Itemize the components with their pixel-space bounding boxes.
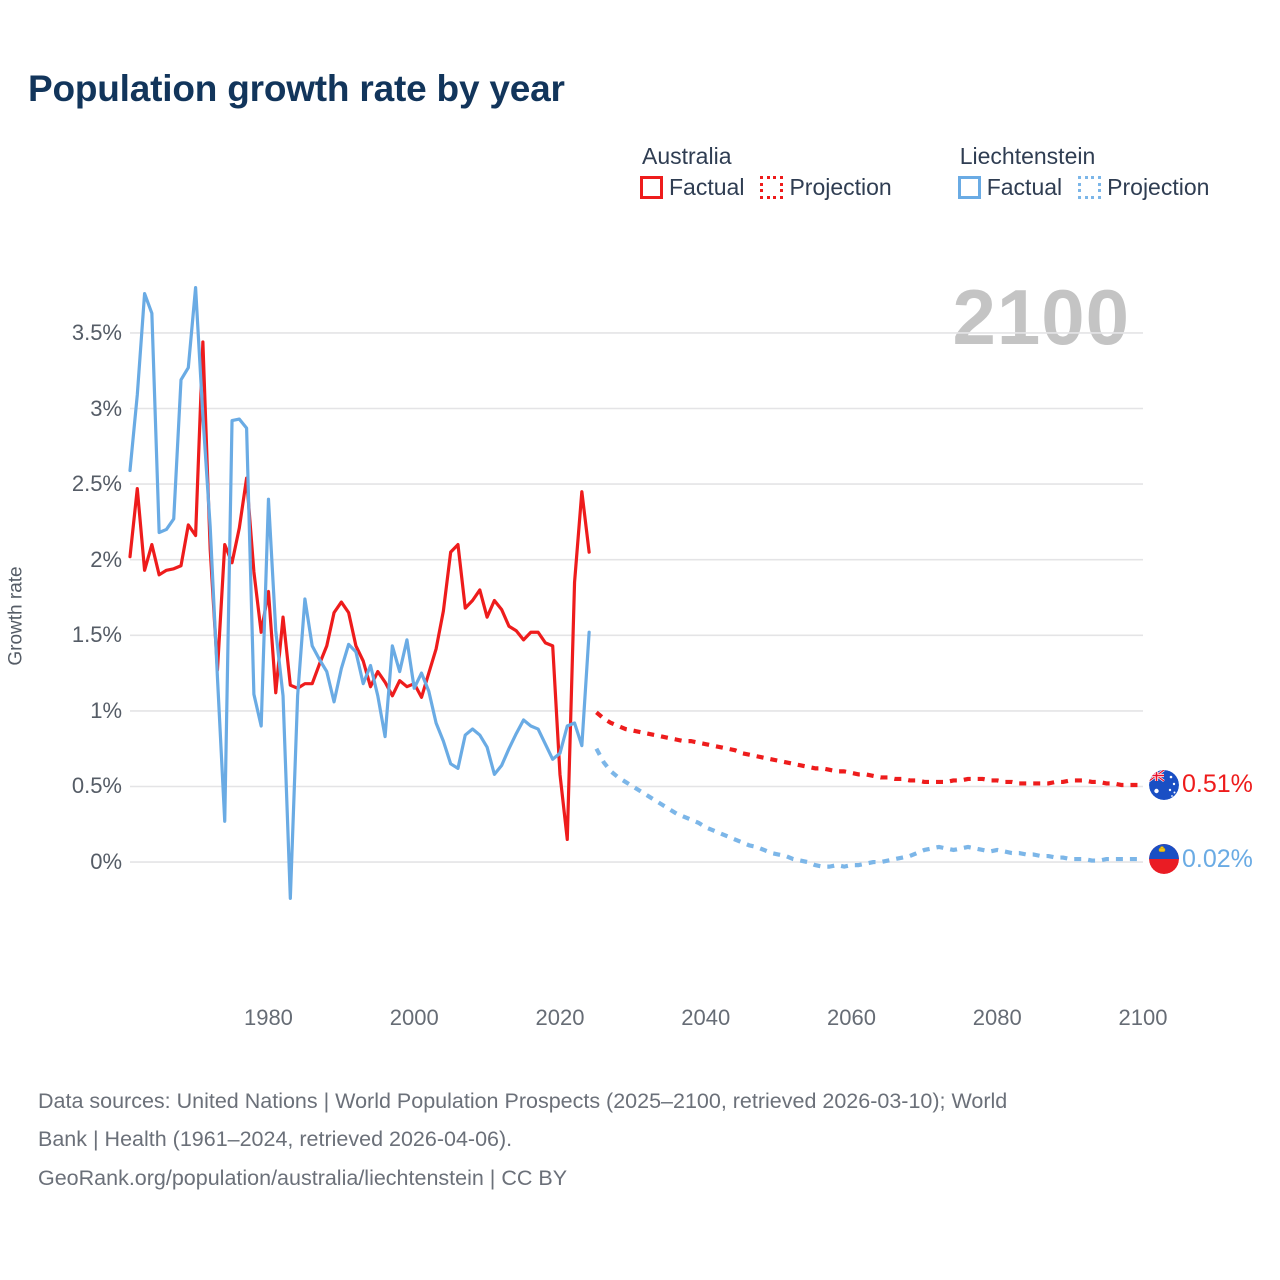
y-tick-label: 2.5%: [71, 471, 122, 497]
legend-label-australia-factual: Factual: [669, 174, 745, 200]
y-tick-label: 3%: [90, 395, 122, 421]
y-tick-label: 3.5%: [71, 319, 122, 345]
legend-label-liechtenstein-projection: Projection: [1107, 174, 1210, 200]
series-australia-projection: [595, 710, 1143, 788]
legend-swatch-solid-blue-icon: [957, 176, 981, 199]
legend-swatch-solid-red-icon: [640, 176, 663, 199]
x-tick-label: 2060: [827, 1005, 876, 1030]
legend-swatch-dotted-red-icon: [760, 176, 784, 199]
y-axis-ticks: 0% 0.5% 1% 1.5% 2% 2.5% 3% 3.5%: [60, 250, 122, 910]
x-axis-ticks: 1980 2000 2020 2040 2060 2080 2100: [0, 1005, 1280, 1035]
legend-swatch-dotted-blue-icon: [1078, 176, 1102, 199]
series-liechtenstein-projection: [594, 747, 1143, 869]
footer-line-3[interactable]: GeoRank.org/population/australia/liechte…: [38, 1165, 568, 1190]
x-tick-label: 2100: [1118, 1005, 1168, 1030]
x-tick-label: 2040: [681, 1005, 731, 1030]
liechtenstein-end-value: 0.02%: [1182, 844, 1253, 873]
legend-group-liechtenstein: Liechtenstein Factual Projection: [957, 143, 1209, 201]
year-watermark: 2100: [952, 273, 1130, 361]
y-tick-label: 0%: [90, 849, 122, 875]
australia-flag-icon: [1149, 769, 1179, 800]
y-tick-label: 2%: [90, 546, 122, 572]
legend-country-liechtenstein: Liechtenstein: [959, 143, 1096, 169]
plot-svg: [128, 285, 1143, 900]
footer-line-1: Data sources: United Nations | World Pop…: [38, 1089, 1008, 1113]
y-tick-label: 1.5%: [71, 622, 122, 648]
x-tick-label: 2080: [972, 1005, 1022, 1030]
x-tick-label: 2000: [389, 1005, 439, 1030]
legend-country-australia: Australia: [642, 143, 732, 169]
liechtenstein-end-label: 0.02%: [1149, 844, 1253, 875]
liechtenstein-flag-icon: [1149, 844, 1179, 875]
legend-item-liechtenstein-projection[interactable]: Projection: [1078, 174, 1209, 201]
legend-item-australia-factual[interactable]: Factual: [640, 174, 744, 201]
legend-item-liechtenstein-factual[interactable]: Factual: [957, 174, 1063, 201]
series-australia-factual: [128, 340, 591, 842]
chart-legend: Australia Factual Projection Liechtenste…: [640, 143, 1209, 201]
chart-area: 2100 Growth rate 0% 0.5% 1% 1.5% 2% 2.5% 3% 3.5…: [0, 250, 1280, 1050]
series-liechtenstein-factual: [128, 285, 591, 900]
page-title: Population growth rate by year: [28, 68, 565, 109]
legend-label-liechtenstein-factual: Factual: [986, 174, 1063, 200]
footer-line-2: Bank | Health (1961–2024, retrieved 2026…: [38, 1127, 513, 1152]
australia-end-value: 0.51%: [1182, 770, 1253, 799]
x-tick-label: 1980: [243, 1005, 293, 1030]
x-tick-label: 2020: [535, 1005, 585, 1030]
legend-item-australia-projection[interactable]: Projection: [760, 174, 892, 201]
y-tick-label: 1%: [90, 697, 122, 723]
legend-label-australia-projection: Projection: [789, 174, 892, 200]
footer: Data sources: United Nations | World Pop…: [38, 1085, 1253, 1200]
australia-end-label: 0.51%: [1149, 769, 1253, 800]
legend-group-australia: Australia Factual Projection: [640, 143, 892, 201]
y-tick-label: 0.5%: [71, 773, 122, 799]
